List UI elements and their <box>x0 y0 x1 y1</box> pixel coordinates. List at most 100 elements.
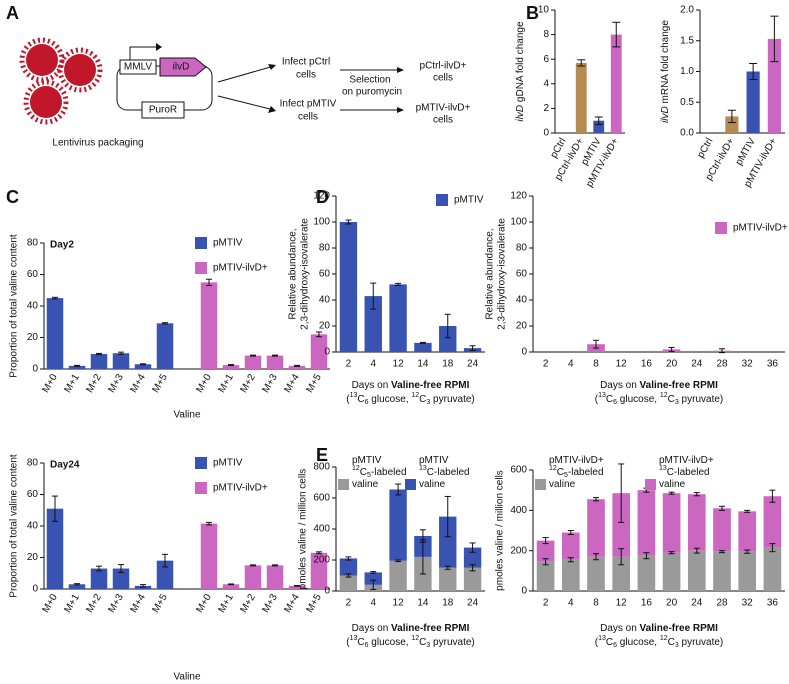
legend-label-part: -labeled <box>568 467 604 478</box>
y-axis-label-part: ilvD <box>660 106 671 123</box>
x-axis-note-part: 6 <box>613 399 617 406</box>
x-axis-note-part: 3 <box>426 642 430 649</box>
marker-box <box>141 101 185 119</box>
chart-title: Day24 <box>50 460 80 471</box>
y-tick-label: 60 <box>319 269 331 280</box>
legend-label: pMTIV <box>352 455 382 466</box>
legend-label-part: C <box>557 467 564 478</box>
y-tick-label: 120 <box>313 191 330 202</box>
x-axis-note-part: 6 <box>365 399 369 406</box>
panel-label: C <box>6 187 19 207</box>
y-axis-label: 2,3-dihydroxy-isovalerate <box>300 218 311 330</box>
legend-label-part: C <box>360 467 367 478</box>
y-tick-label: 200 <box>510 545 527 556</box>
x-axis-note-part: C <box>419 637 426 648</box>
bar <box>575 62 587 133</box>
legend-label: pMTIV-ilvD+ <box>213 483 268 494</box>
bar <box>46 298 64 369</box>
x-tick-label: M+2 <box>84 372 104 395</box>
bar-segment <box>339 558 358 576</box>
y-tick-label: 60 <box>27 269 39 280</box>
y-tick-label: 120 <box>510 191 527 202</box>
x-axis-note-part: C <box>668 637 675 648</box>
x-axis-label-part: Days on <box>352 380 391 391</box>
legend-label: 12C5-labeled <box>549 465 604 479</box>
bar-segment <box>763 547 782 591</box>
bar-segment <box>687 494 706 551</box>
y-axis-label-part: ilvD <box>515 105 526 122</box>
x-tick-label: M+4 <box>282 372 302 395</box>
x-tick-label: 14 <box>417 359 429 370</box>
x-tick-label: 18 <box>442 598 454 609</box>
x-axis-label-part: Days on <box>352 623 391 634</box>
bar-segment <box>439 567 457 591</box>
y-tick-label: 80 <box>516 243 528 254</box>
bar <box>725 116 739 133</box>
legend-label: valine <box>419 479 446 490</box>
y-tick-label: 600 <box>313 493 330 504</box>
chart: 0.0 0.5 1.0 1.5 2.0 ilvD mRNA fold change pCtr… <box>660 5 785 189</box>
bar <box>244 355 262 369</box>
panel-label: E <box>316 445 328 465</box>
diagram-label: pCtrl-ilvD+ <box>420 61 467 72</box>
x-axis-label: Valine <box>173 410 200 421</box>
y-tick-label: 400 <box>510 505 527 516</box>
bar <box>593 120 605 133</box>
legend-label: pMTIV <box>419 455 449 466</box>
x-tick-label: 24 <box>467 598 479 609</box>
x-tick-label: 2 <box>543 598 549 609</box>
legend-label: pMTIV <box>454 195 484 206</box>
x-tick-label: 4 <box>568 359 574 370</box>
bar <box>222 365 240 369</box>
legend-label-part: valine <box>659 479 686 490</box>
bar-segment <box>587 499 605 557</box>
x-axis-note-part: pyruvate) <box>679 394 723 405</box>
x-axis-note: (13C6 glucose, 12C3 pyruvate) <box>595 392 724 406</box>
x-axis-note-part: C <box>357 394 364 405</box>
x-tick-label: M+2 <box>238 592 258 615</box>
x-axis-note: (13C6 glucose, 12C3 pyruvate) <box>595 635 724 649</box>
bar-segment <box>339 575 358 591</box>
y-tick-label: 20 <box>27 552 39 563</box>
y-axis-label: pmoles valine / million cells <box>495 470 506 591</box>
y-tick-label: 8 <box>543 29 549 40</box>
bar-segment <box>536 561 555 591</box>
arrow-heads <box>268 64 404 113</box>
legend-label: 13C-labeled <box>419 465 470 477</box>
x-axis-label-part: Valine-free RPMI <box>391 623 470 634</box>
y-tick-label: 600 <box>510 465 527 476</box>
x-tick-label: 4 <box>370 359 376 370</box>
legend-swatch <box>645 479 656 490</box>
legend-label-part: pMTIV-ilvD+ <box>659 455 714 466</box>
x-axis-note: (13C6 glucose, 12C3 pyruvate) <box>346 392 475 406</box>
chart: 0 20 40 60 80 Proportion of total valine cont… <box>9 234 330 421</box>
x-axis-note-part: 3 <box>675 642 679 649</box>
legend-swatch <box>195 482 207 494</box>
bar-segment <box>587 556 605 591</box>
y-tick-label: 80 <box>27 238 39 249</box>
virus <box>19 37 103 125</box>
x-axis-note-part: 6 <box>365 642 369 649</box>
bar <box>414 342 432 352</box>
bar <box>439 326 457 352</box>
y-tick-label: 0 <box>521 347 527 358</box>
x-tick-label: M+1 <box>62 592 82 615</box>
bar-segment <box>637 490 656 556</box>
y-tick-label: 0.5 <box>680 97 694 108</box>
x-tick-label: M+0 <box>40 372 60 395</box>
bar <box>364 296 382 352</box>
legend-label-part: pMTIV <box>352 455 382 466</box>
bar-segment <box>713 508 731 552</box>
x-axis-label: Days on Valine-free RPMI <box>352 380 470 391</box>
gene <box>159 57 207 77</box>
x-tick-label: pCtrl <box>695 136 715 160</box>
y-tick-label: 1.5 <box>680 35 694 46</box>
legend-label-part: C-labeled <box>667 467 710 478</box>
y-tick-label: 2.0 <box>680 5 694 16</box>
bar <box>68 365 86 369</box>
diagram-label: PuroR <box>149 105 177 116</box>
y-axis-label: Proportion of total valine content <box>9 234 20 378</box>
bar-segment <box>561 559 580 591</box>
x-tick-label: M+5 <box>150 592 170 615</box>
